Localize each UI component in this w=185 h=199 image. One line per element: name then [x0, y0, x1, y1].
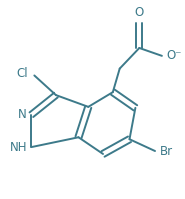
- Text: Cl: Cl: [17, 67, 28, 80]
- Text: O: O: [135, 6, 144, 19]
- Text: Br: Br: [160, 144, 173, 158]
- Text: N: N: [18, 108, 26, 121]
- Text: NH: NH: [10, 140, 27, 154]
- Text: O⁻: O⁻: [167, 49, 182, 62]
